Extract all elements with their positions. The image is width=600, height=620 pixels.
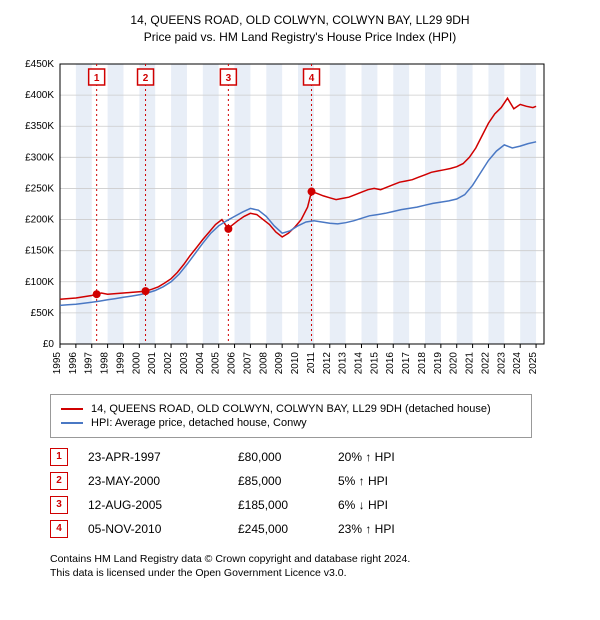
svg-text:£350K: £350K: [25, 121, 54, 132]
sale-price-4: £245,000: [238, 522, 338, 536]
chart-title-block: 14, QUEENS ROAD, OLD COLWYN, COLWYN BAY,…: [12, 12, 588, 46]
legend-row-property: 14, QUEENS ROAD, OLD COLWYN, COLWYN BAY,…: [61, 403, 521, 415]
svg-text:2001: 2001: [147, 351, 158, 374]
sales-table: 1 23-APR-1997 £80,000 20% ↑ HPI 2 23-MAY…: [50, 448, 588, 538]
svg-text:£100K: £100K: [25, 276, 54, 287]
footnote: Contains HM Land Registry data © Crown c…: [50, 552, 588, 581]
sale-price-2: £85,000: [238, 474, 338, 488]
price-chart: £0 £50K £100K £150K £200K £250K £300K £350K £400…: [12, 54, 588, 384]
svg-text:£400K: £400K: [25, 90, 54, 101]
svg-text:1997: 1997: [84, 351, 95, 374]
svg-text:2010: 2010: [290, 351, 301, 374]
sale-date-3: 12-AUG-2005: [88, 498, 238, 512]
svg-text:2006: 2006: [227, 351, 238, 374]
svg-text:2025: 2025: [528, 351, 539, 374]
svg-text:£450K: £450K: [25, 59, 54, 70]
svg-text:1995: 1995: [52, 351, 63, 374]
svg-text:2002: 2002: [163, 351, 174, 374]
legend-label-hpi: HPI: Average price, detached house, Conw…: [91, 417, 307, 429]
svg-text:2022: 2022: [480, 351, 491, 374]
svg-text:2007: 2007: [242, 351, 253, 374]
svg-text:£0: £0: [43, 339, 55, 350]
svg-text:2020: 2020: [449, 351, 460, 374]
title-subtitle: Price paid vs. HM Land Registry's House …: [12, 29, 588, 46]
svg-text:2017: 2017: [401, 351, 412, 374]
sale-date-2: 23-MAY-2000: [88, 474, 238, 488]
svg-text:2005: 2005: [211, 351, 222, 374]
sale-marker-2: 2: [50, 472, 68, 490]
svg-text:2024: 2024: [512, 351, 523, 374]
svg-text:1996: 1996: [68, 351, 79, 374]
sale-price-1: £80,000: [238, 450, 338, 464]
title-address: 14, QUEENS ROAD, OLD COLWYN, COLWYN BAY,…: [12, 12, 588, 29]
svg-text:2023: 2023: [496, 351, 507, 374]
svg-text:2013: 2013: [338, 351, 349, 374]
legend-label-property: 14, QUEENS ROAD, OLD COLWYN, COLWYN BAY,…: [91, 403, 491, 415]
sale-marker-3: 3: [50, 496, 68, 514]
legend: 14, QUEENS ROAD, OLD COLWYN, COLWYN BAY,…: [50, 394, 532, 438]
svg-text:£250K: £250K: [25, 183, 54, 194]
svg-text:4: 4: [309, 73, 315, 84]
svg-text:3: 3: [226, 73, 232, 84]
svg-text:2018: 2018: [417, 351, 428, 374]
sale-delta-2: 5% ↑ HPI: [338, 474, 458, 488]
svg-text:£200K: £200K: [25, 214, 54, 225]
sale-price-3: £185,000: [238, 498, 338, 512]
sale-row-3: 3 12-AUG-2005 £185,000 6% ↓ HPI: [50, 496, 588, 514]
sale-row-1: 1 23-APR-1997 £80,000 20% ↑ HPI: [50, 448, 588, 466]
svg-text:2004: 2004: [195, 351, 206, 374]
svg-text:2012: 2012: [322, 351, 333, 374]
legend-swatch-hpi: [61, 422, 83, 424]
svg-text:1: 1: [94, 73, 100, 84]
sale-marker-1: 1: [50, 448, 68, 466]
svg-text:2014: 2014: [354, 351, 365, 374]
svg-text:2019: 2019: [433, 351, 444, 374]
svg-text:2000: 2000: [131, 351, 142, 374]
sale-date-4: 05-NOV-2010: [88, 522, 238, 536]
sale-date-1: 23-APR-1997: [88, 450, 238, 464]
svg-text:1999: 1999: [115, 351, 126, 374]
svg-text:2008: 2008: [258, 351, 269, 374]
svg-text:2016: 2016: [385, 351, 396, 374]
svg-text:2015: 2015: [369, 351, 380, 374]
sale-row-2: 2 23-MAY-2000 £85,000 5% ↑ HPI: [50, 472, 588, 490]
sale-row-4: 4 05-NOV-2010 £245,000 23% ↑ HPI: [50, 520, 588, 538]
svg-text:£150K: £150K: [25, 245, 54, 256]
legend-swatch-property: [61, 408, 83, 410]
footnote-line2: This data is licensed under the Open Gov…: [50, 566, 588, 581]
sale-marker-4: 4: [50, 520, 68, 538]
svg-text:2003: 2003: [179, 351, 190, 374]
svg-text:2009: 2009: [274, 351, 285, 374]
svg-text:£300K: £300K: [25, 152, 54, 163]
svg-text:2021: 2021: [465, 351, 476, 374]
sale-delta-3: 6% ↓ HPI: [338, 498, 458, 512]
chart-svg: £0 £50K £100K £150K £200K £250K £300K £350K £400…: [12, 54, 552, 384]
svg-text:2011: 2011: [306, 351, 317, 373]
svg-text:2: 2: [143, 73, 149, 84]
legend-row-hpi: HPI: Average price, detached house, Conw…: [61, 417, 521, 429]
sale-delta-4: 23% ↑ HPI: [338, 522, 458, 536]
svg-text:£50K: £50K: [31, 307, 55, 318]
svg-text:1998: 1998: [100, 351, 111, 374]
footnote-line1: Contains HM Land Registry data © Crown c…: [50, 552, 588, 567]
sale-delta-1: 20% ↑ HPI: [338, 450, 458, 464]
